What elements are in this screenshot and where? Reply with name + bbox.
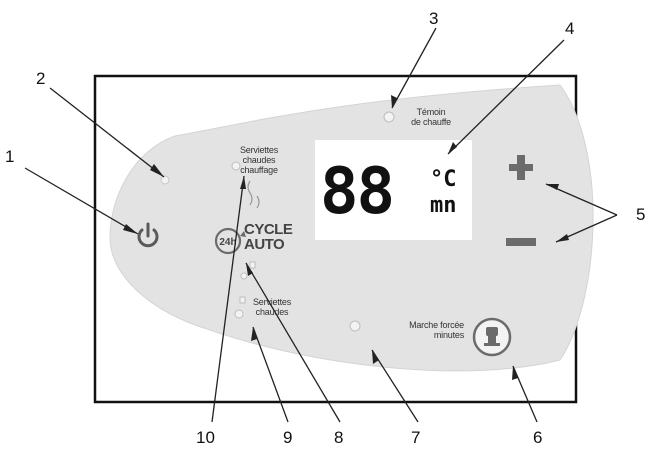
arrowhead [546, 184, 559, 190]
power-indicator-led [160, 175, 170, 185]
display-window [315, 140, 472, 240]
callout-7: 7 [411, 428, 421, 447]
leader-line-10 [211, 175, 245, 423]
forced-run-line2: minutes [433, 330, 464, 340]
callout-1: 1 [5, 147, 15, 166]
leader-line-4 [447, 39, 565, 155]
cycle-small-led [240, 272, 248, 280]
towels-heating-line1: Serviettes [239, 145, 279, 155]
arrowhead [246, 263, 253, 276]
cycle-line1: CYCLE [244, 221, 293, 238]
towels-heating-led [231, 161, 241, 171]
towels-heating-line2: chaudes [242, 155, 276, 165]
cycle-auto-led [249, 261, 256, 269]
display-unit-celsius: °C [430, 167, 457, 192]
cycle-badge: 24h [219, 237, 236, 248]
towels-dry-led [234, 309, 244, 319]
towels-dry-line1: Serviettes [252, 297, 292, 307]
heating-indicator-label: Témoin de chauffe [396, 107, 466, 127]
heating-indicator-line2: de chauffe [411, 117, 451, 127]
plus-button[interactable] [509, 155, 533, 180]
forced-run-button[interactable] [472, 317, 512, 357]
display-unit-minutes: mn [430, 193, 457, 218]
steam-icon [247, 180, 253, 206]
leader-line-1 [24, 167, 139, 235]
leader-line-7 [371, 349, 419, 423]
heating-indicator-led [383, 111, 395, 123]
leader-line-5a [545, 183, 618, 216]
arrowhead [372, 350, 379, 364]
forced-run-label: Marche forcée minutes [372, 320, 464, 340]
towels-dry-line2: chaudes [255, 307, 289, 317]
cycle-line2: AUTO [244, 236, 285, 253]
arrowhead [240, 176, 246, 189]
arrowhead [556, 234, 569, 242]
forced-run-line1: Marche forcée [409, 320, 464, 330]
arrowhead [512, 366, 518, 380]
leader-line-2 [49, 87, 165, 178]
callout-2: 2 [36, 69, 46, 88]
arrowhead [391, 95, 397, 108]
cycle-auto-label: CYCLE AUTO [244, 221, 293, 253]
cycle-24h-icon [214, 227, 246, 255]
arrowhead [448, 142, 457, 154]
leader-line-3 [391, 27, 437, 109]
towels-dry-square [239, 296, 246, 304]
callout-8: 8 [334, 428, 344, 447]
towels-dry-label: Serviettes chaudes [237, 297, 307, 317]
forced-run-led [349, 320, 361, 332]
leader-line-9 [252, 326, 289, 423]
callout-3: 3 [429, 9, 439, 28]
callout-6: 6 [533, 428, 543, 447]
callout-4: 4 [565, 19, 575, 38]
towels-heating-line3: chauffage [240, 165, 278, 175]
leader-line-6 [512, 365, 538, 423]
power-icon [137, 222, 159, 248]
arrowhead [123, 224, 138, 234]
arrowhead [251, 327, 257, 341]
minus-button[interactable] [506, 238, 536, 246]
callout-5: 5 [636, 205, 646, 224]
heating-indicator-line1: Témoin [416, 107, 446, 117]
steam-icon [256, 195, 260, 209]
leader-line-8 [245, 262, 341, 423]
display-digits: 88 [320, 155, 395, 229]
arrowhead [150, 164, 164, 177]
callout-10: 10 [196, 428, 215, 447]
towels-heating-label: Serviettes chaudes chauffage [224, 145, 294, 175]
callout-9: 9 [283, 428, 293, 447]
